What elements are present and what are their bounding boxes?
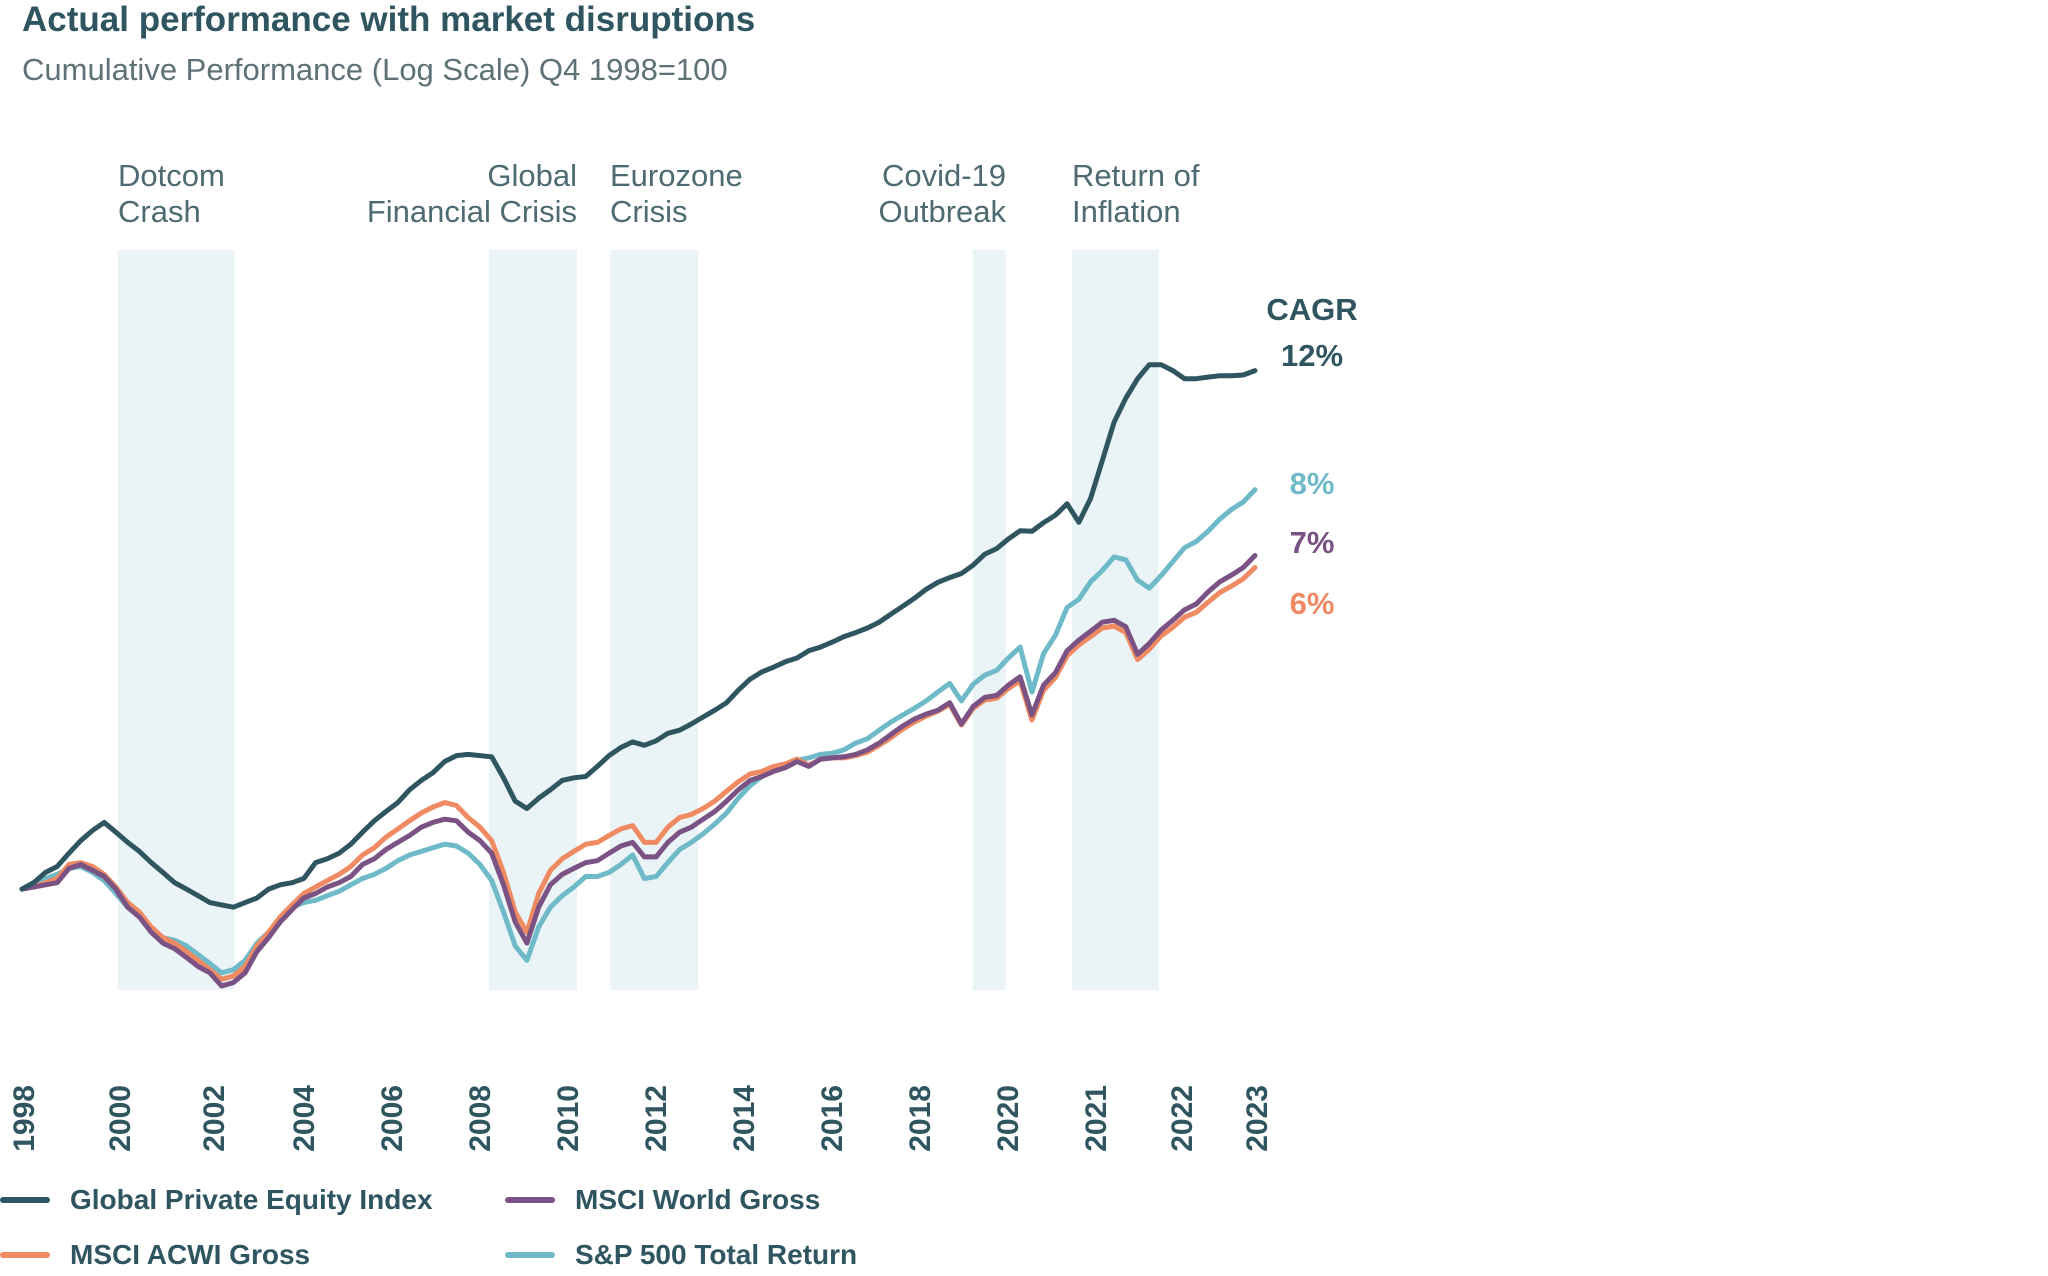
x-tick-label-9: 2016 <box>816 1085 849 1152</box>
x-tick-label-2: 2002 <box>198 1085 231 1152</box>
series-line-1 <box>19 553 1258 989</box>
x-tick-label-11: 2020 <box>992 1085 1025 1152</box>
cagr-heading: CAGR <box>1266 292 1357 327</box>
x-tick-label-10: 2018 <box>904 1085 937 1152</box>
cagr-value-3: 8% <box>1290 466 1335 501</box>
legend-item-sp500: S&P 500 Total Return <box>505 1235 857 1275</box>
event-band-0 <box>118 250 235 990</box>
legend-swatch-sp500 <box>505 1252 555 1258</box>
legend-item-msci-acwi: MSCI ACWI Gross <box>0 1235 310 1275</box>
legend-swatch-msci-world <box>505 1197 555 1203</box>
series-line-0 <box>19 362 1258 910</box>
legend-label-msci-world: MSCI World Gross <box>575 1184 821 1215</box>
x-tick-label-8: 2014 <box>728 1085 761 1152</box>
series-line-2 <box>19 565 1258 982</box>
event-label-2-1: Crisis <box>610 194 688 229</box>
x-tick-label-12: 2021 <box>1080 1085 1113 1152</box>
legend-swatch-msci-acwi <box>0 1252 50 1258</box>
x-tick-label-5: 2008 <box>464 1085 497 1152</box>
legend-label-private-equity: Global Private Equity Index <box>70 1184 433 1215</box>
x-tick-label-0: 1998 <box>8 1085 41 1152</box>
x-tick-label-1: 2000 <box>104 1085 137 1152</box>
cagr-labels: CAGR 12% 8% 7% 6% <box>1266 292 1357 621</box>
x-tick-label-14: 2023 <box>1241 1085 1274 1152</box>
event-label-3-0: Covid-19 <box>882 158 1006 193</box>
chart-title: Actual performance with market disruptio… <box>22 0 756 39</box>
event-band-2 <box>610 250 698 990</box>
event-label-3-1: Outbreak <box>878 194 1006 229</box>
event-label-0-1: Crash <box>118 194 201 229</box>
x-tick-label-4: 2006 <box>376 1085 409 1152</box>
event-label-1-1: Financial Crisis <box>367 194 577 229</box>
legend-label-sp500: S&P 500 Total Return <box>575 1239 858 1270</box>
event-label-4-0: Return of <box>1072 158 1200 193</box>
event-label-4-1: Inflation <box>1072 194 1181 229</box>
event-label-1-0: Global <box>487 158 577 193</box>
x-tick-label-13: 2022 <box>1166 1085 1199 1152</box>
chart-subtitle: Cumulative Performance (Log Scale) Q4 19… <box>22 52 728 87</box>
series-line-3 <box>19 487 1258 976</box>
x-tick-label-3: 2004 <box>288 1085 321 1152</box>
event-label-2-0: Eurozone <box>610 158 743 193</box>
event-band-3 <box>973 250 1006 990</box>
legend-label-msci-acwi: MSCI ACWI Gross <box>70 1239 311 1270</box>
x-axis-tick-labels: 1998 2000 2002 2004 2006 2008 2010 2012 2014 2016… <box>8 1085 1274 1152</box>
cagr-value-1: 7% <box>1290 525 1335 560</box>
cagr-value-0: 12% <box>1281 338 1343 373</box>
x-tick-label-6: 2010 <box>552 1085 585 1152</box>
legend-swatch-private-equity <box>0 1197 50 1203</box>
legend-item-msci-world: MSCI World Gross <box>505 1180 820 1220</box>
legend-item-private-equity: Global Private Equity Index <box>0 1180 433 1220</box>
event-bands <box>118 250 1159 990</box>
series-lines <box>19 362 1258 989</box>
event-label-0-0: Dotcom <box>118 158 225 193</box>
x-tick-label-7: 2012 <box>640 1085 673 1152</box>
legend: Global Private Equity Index MSCI World G… <box>0 1180 1100 1276</box>
cagr-value-2: 6% <box>1290 586 1335 621</box>
